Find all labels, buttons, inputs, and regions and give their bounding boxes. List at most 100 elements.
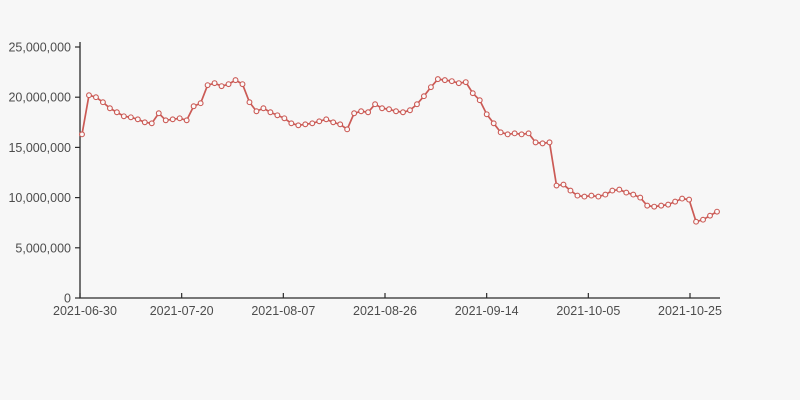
data-point-marker	[420, 93, 427, 100]
data-point-marker	[525, 130, 532, 137]
data-point-marker	[113, 109, 120, 116]
data-point-marker	[407, 107, 413, 114]
data-point-marker	[309, 120, 316, 127]
y-axis-label: 25,000,000	[8, 41, 71, 55]
data-point-marker	[288, 120, 295, 127]
data-point-marker	[441, 77, 448, 84]
data-point-marker	[483, 111, 490, 118]
data-point-marker	[504, 131, 511, 138]
data-point-marker	[386, 106, 392, 113]
y-axis-label: 20,000,000	[8, 91, 71, 105]
data-point-marker	[295, 122, 302, 129]
y-axis-label: 15,000,000	[8, 141, 71, 155]
data-point-marker	[665, 201, 672, 208]
data-point-marker	[211, 80, 218, 87]
data-point-marker	[134, 116, 141, 123]
data-point-marker	[316, 118, 323, 125]
data-point-marker	[455, 80, 462, 87]
data-point-marker	[162, 117, 169, 124]
data-point-marker	[155, 110, 162, 117]
data-point-marker	[393, 108, 399, 115]
data-point-marker	[672, 198, 679, 205]
data-point-marker	[602, 191, 609, 198]
data-point-marker	[127, 114, 134, 121]
data-point-marker	[574, 192, 581, 199]
y-axis-label: 5,000,000	[15, 241, 71, 255]
data-point-marker	[469, 90, 476, 97]
x-axis-label: 2021-10-05	[556, 304, 620, 318]
data-point-marker	[623, 189, 630, 196]
data-point-marker	[609, 187, 616, 194]
data-point-marker	[79, 131, 85, 138]
data-point-marker	[518, 131, 525, 138]
data-point-marker	[351, 110, 358, 117]
data-point-marker	[595, 193, 602, 200]
data-point-marker	[141, 119, 148, 126]
data-point-marker	[630, 191, 637, 198]
data-point-marker	[358, 108, 365, 115]
data-point-marker	[330, 119, 337, 126]
data-point-marker	[302, 121, 309, 128]
data-point-marker	[274, 112, 281, 119]
y-axis-label: 10,000,000	[8, 191, 71, 205]
data-point-marker	[414, 101, 420, 108]
data-point-marker	[588, 192, 595, 199]
data-point-marker	[637, 194, 644, 201]
data-point-marker	[700, 216, 706, 223]
data-point-marker	[323, 116, 330, 123]
data-point-marker	[693, 218, 700, 225]
data-point-marker	[427, 84, 434, 91]
data-point-marker	[253, 108, 260, 115]
data-point-marker	[714, 208, 720, 215]
data-point-marker	[204, 82, 211, 89]
data-point-marker	[497, 129, 504, 136]
data-point-marker	[553, 182, 560, 189]
data-point-marker	[120, 113, 127, 120]
data-point-marker	[232, 77, 239, 84]
data-point-marker	[616, 186, 623, 193]
data-point-marker	[169, 116, 176, 123]
data-point-marker	[281, 115, 288, 122]
data-point-marker	[462, 79, 469, 86]
data-point-marker	[197, 100, 204, 107]
data-point-marker	[434, 76, 441, 83]
data-point-marker	[567, 187, 574, 194]
data-point-marker	[239, 81, 246, 88]
data-point-marker	[365, 109, 372, 116]
data-point-marker	[707, 212, 713, 219]
data-point-marker	[644, 202, 651, 209]
data-point-marker	[658, 202, 665, 209]
data-point-marker	[651, 203, 658, 210]
data-point-marker	[581, 193, 588, 200]
y-axis-label: 0	[64, 292, 71, 306]
x-axis-label: 2021-09-14	[455, 304, 519, 318]
data-point-marker	[148, 120, 155, 127]
data-point-marker	[86, 92, 92, 99]
data-point-marker	[99, 99, 106, 106]
x-axis-label: 2021-10-25	[658, 304, 722, 318]
x-axis-label: 2021-07-20	[150, 304, 214, 318]
data-point-marker	[539, 140, 546, 147]
data-point-marker	[476, 97, 483, 104]
x-axis-label: 2021-08-26	[353, 304, 417, 318]
data-point-marker	[546, 139, 553, 146]
data-point-marker	[679, 195, 686, 202]
data-point-marker	[400, 109, 406, 116]
data-point-marker	[190, 103, 197, 110]
data-point-marker	[260, 105, 267, 112]
x-axis-label: 2021-08-07	[251, 304, 315, 318]
data-point-marker	[246, 99, 253, 106]
data-point-marker	[337, 121, 344, 128]
data-point-marker	[532, 139, 539, 146]
data-point-marker	[490, 120, 497, 127]
data-point-marker	[686, 196, 693, 203]
data-point-marker	[93, 94, 99, 101]
data-point-marker	[344, 126, 351, 133]
data-point-marker	[511, 130, 518, 137]
data-point-marker	[267, 109, 274, 116]
data-point-marker	[106, 105, 113, 112]
data-point-marker	[225, 81, 232, 88]
